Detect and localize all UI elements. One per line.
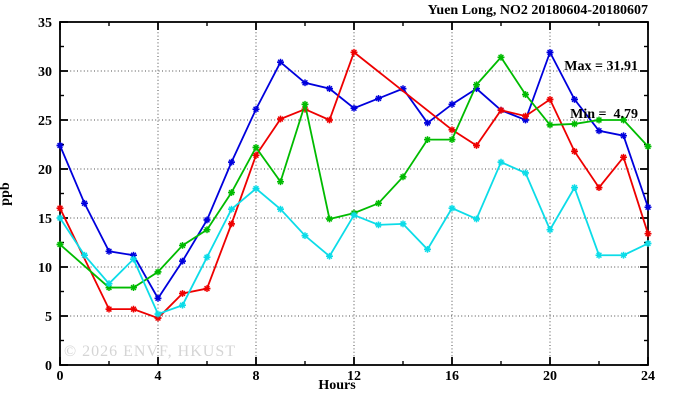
y-tick-label: 5 — [45, 310, 52, 325]
axis-ticks — [59, 21, 649, 366]
series-blue — [56, 48, 652, 302]
x-tick-label: 16 — [445, 369, 459, 384]
x-tick-label: 24 — [641, 369, 655, 384]
x-tick-label: 20 — [543, 369, 557, 384]
y-tick-label: 35 — [38, 16, 52, 31]
y-axis-title: ppb — [0, 182, 13, 206]
watermark: © 2026 ENVF, HKUST — [64, 343, 236, 360]
y-tick-label: 10 — [38, 261, 52, 276]
stat-min: Min = 4.79 — [570, 107, 638, 122]
x-tick-label: 4 — [155, 369, 162, 384]
y-tick-label: 25 — [38, 114, 52, 129]
series-cyan — [56, 158, 652, 318]
gridlines — [60, 22, 648, 365]
tick-labels: 0 4 8 12 16 20 24 0 5 10 15 20 25 30 35 — [38, 16, 655, 384]
y-tick-label: 20 — [38, 163, 52, 178]
chart-title: Yuen Long, NO2 20180604-20180607 — [427, 3, 648, 18]
y-tick-label: 15 — [38, 212, 52, 227]
x-tick-label: 0 — [57, 369, 64, 384]
y-tick-label: 0 — [45, 359, 52, 374]
stat-max: Max = 31.91 — [564, 59, 638, 74]
x-tick-label: 8 — [253, 369, 260, 384]
y-tick-label: 30 — [38, 65, 52, 80]
x-axis-title: Hours — [318, 378, 356, 393]
stats-box: Max = 31.91 Min = 4.79 — [564, 27, 638, 155]
x-tick-label: 12 — [347, 369, 361, 384]
